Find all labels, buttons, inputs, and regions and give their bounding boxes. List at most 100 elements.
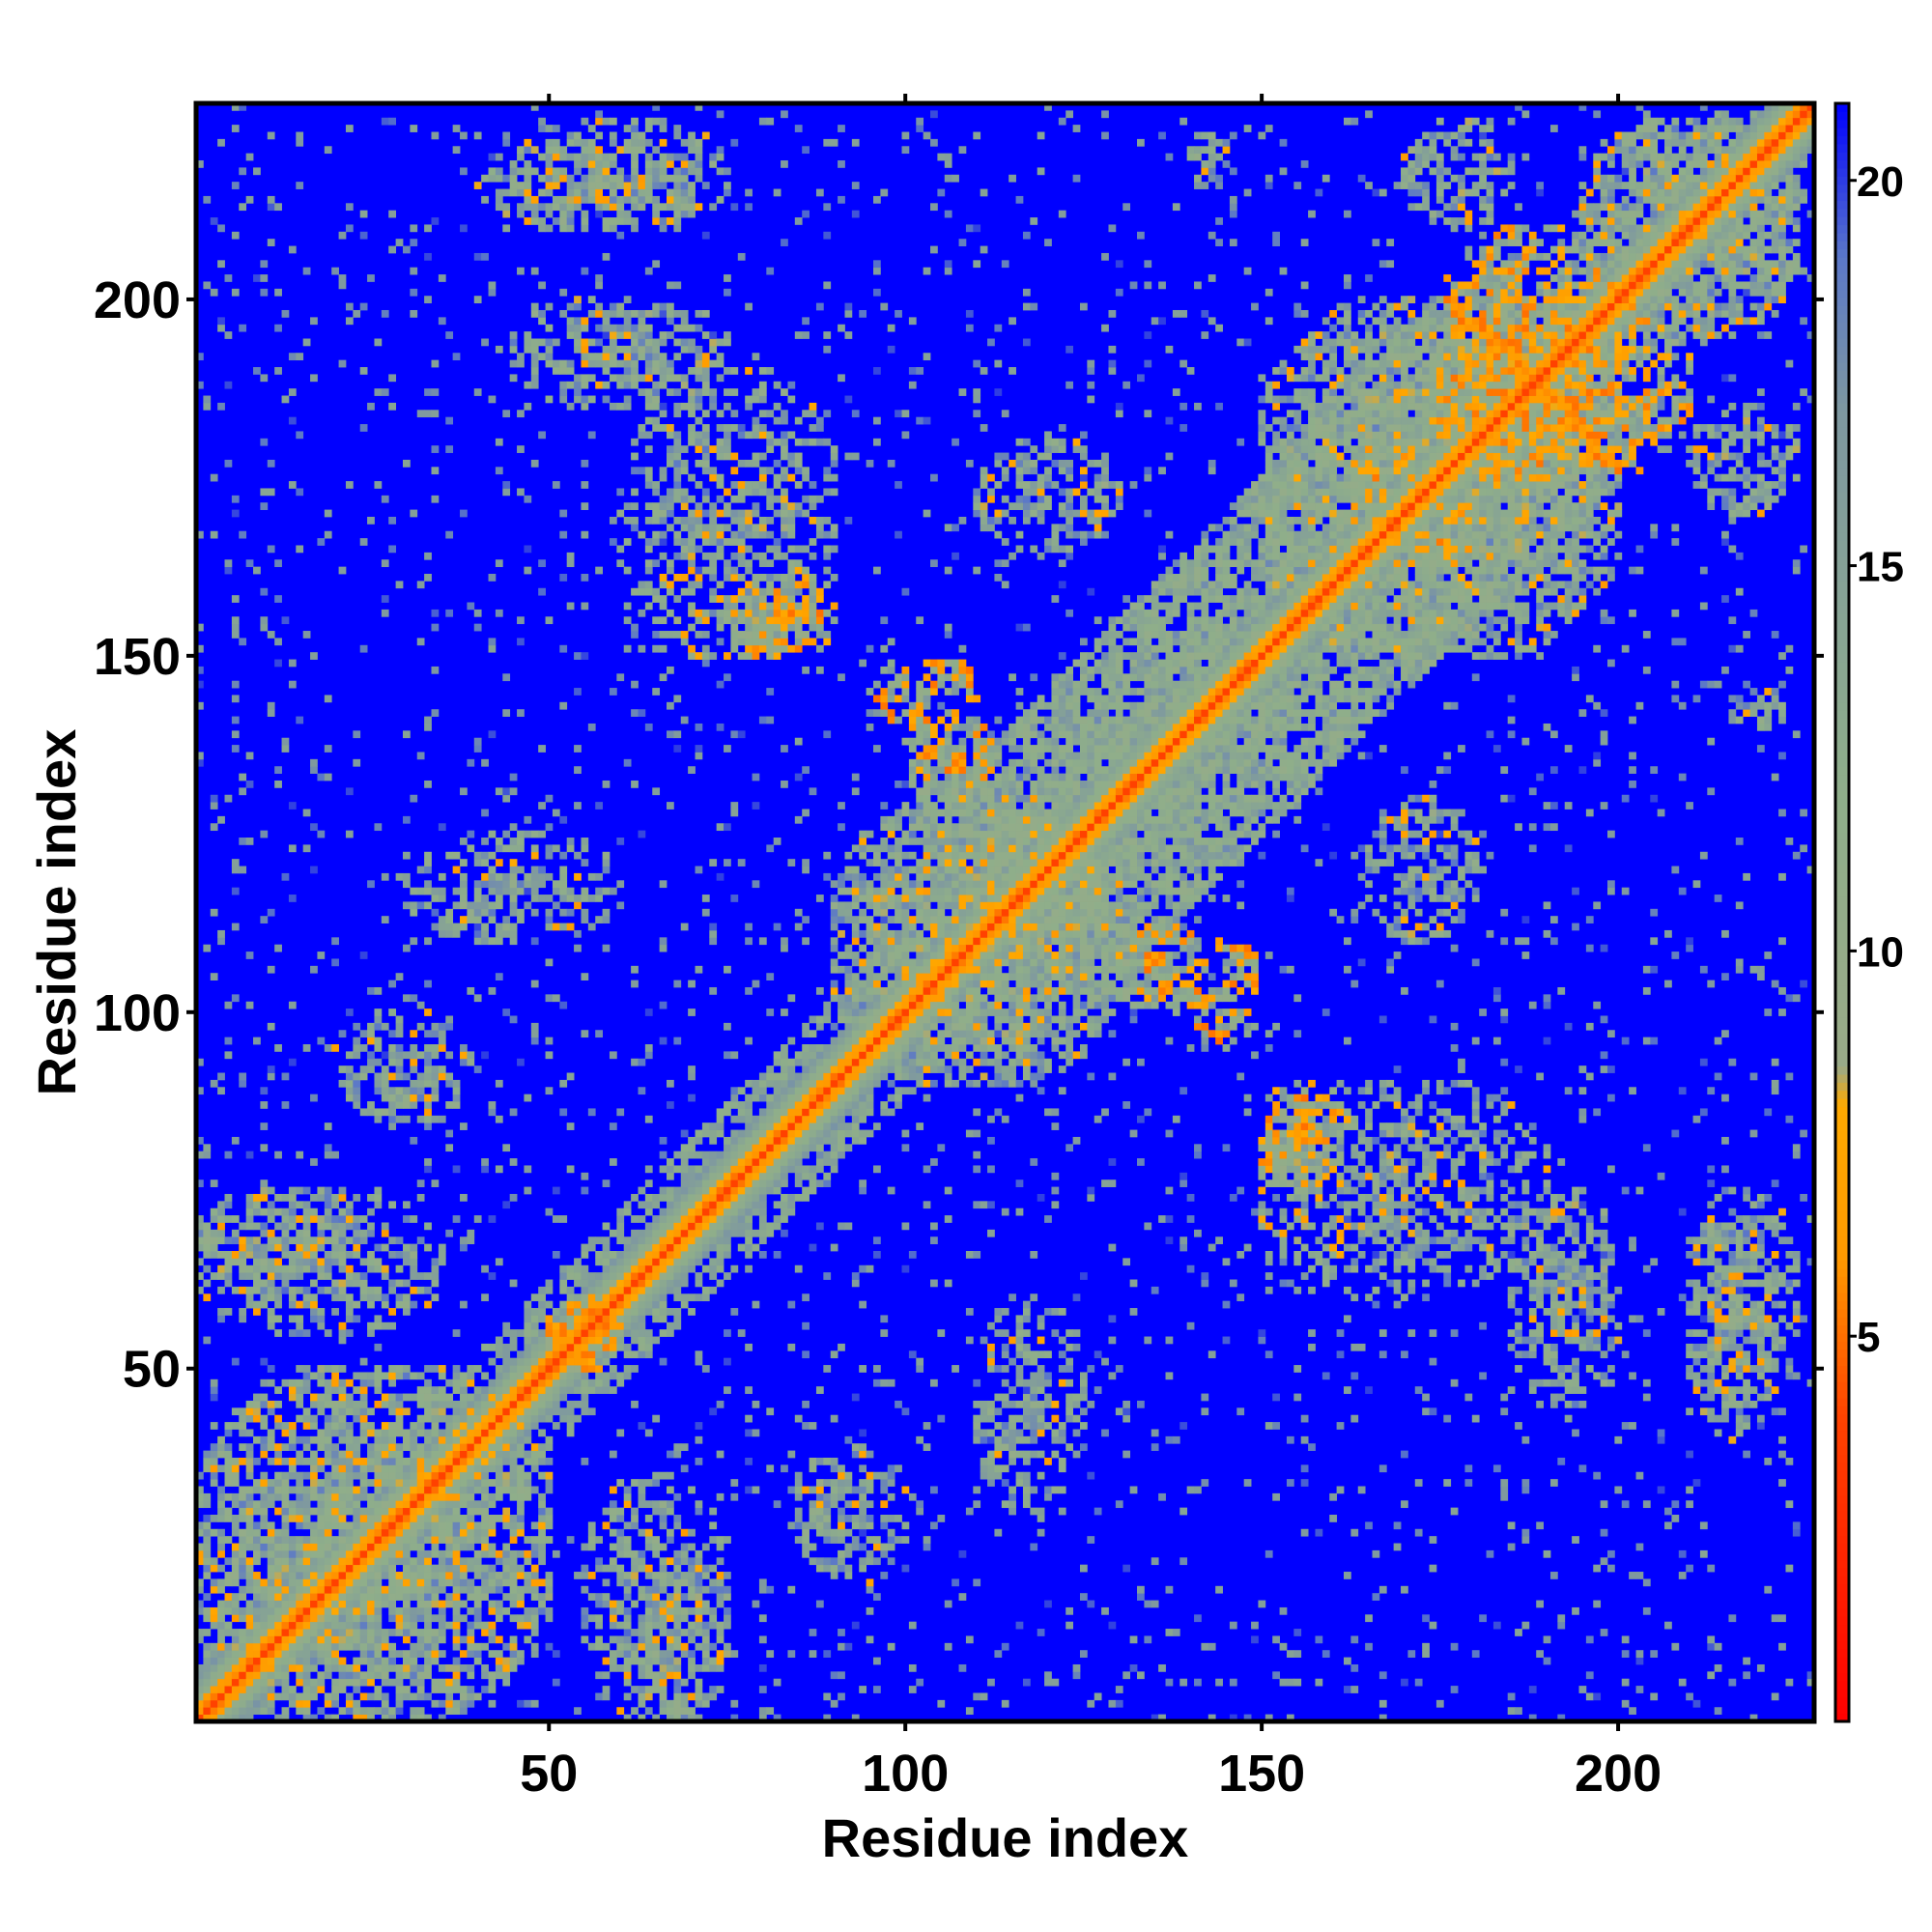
heatmap-cell [616, 673, 625, 682]
heatmap-cell [701, 631, 710, 639]
heatmap-cell [667, 1158, 674, 1166]
heatmap-cell [359, 1564, 368, 1573]
heatmap-cell [667, 1251, 674, 1259]
heatmap-cell [509, 1572, 518, 1579]
heatmap-cell [688, 1486, 696, 1494]
heatmap-cell [374, 1606, 383, 1615]
heatmap-cell [502, 887, 511, 895]
heatmap-cell [217, 324, 225, 332]
heatmap-cell [296, 1151, 304, 1159]
heatmap-cell [667, 1699, 674, 1708]
heatmap-cell [737, 1193, 746, 1202]
heatmap-cell [581, 1329, 589, 1337]
heatmap-cell [438, 1429, 446, 1437]
heatmap-cell [730, 1151, 739, 1159]
heatmap-cell [517, 1471, 525, 1480]
heatmap-cell [253, 1414, 261, 1423]
heatmap-cell [530, 1464, 539, 1473]
heatmap-cell [274, 766, 282, 775]
heatmap-cell [317, 1528, 326, 1537]
heatmap-cell [595, 1593, 603, 1601]
heatmap-cell [688, 1663, 696, 1672]
heatmap-cell [509, 929, 518, 938]
heatmap-cell [231, 1407, 240, 1416]
heatmap-cell [552, 1549, 560, 1558]
heatmap-cell [310, 1486, 318, 1494]
heatmap-cell [452, 1707, 461, 1716]
heatmap-cell [424, 1614, 432, 1623]
heatmap-cell [667, 1642, 674, 1651]
heatmap-cell [581, 1315, 589, 1323]
heatmap-cell [331, 1642, 339, 1651]
heatmap-cell [274, 1536, 282, 1544]
heatmap-cell [737, 1186, 746, 1195]
heatmap-cell [652, 1650, 661, 1658]
heatmap-cell [680, 1543, 689, 1551]
heatmap-cell [367, 1593, 375, 1601]
heatmap-cell [587, 309, 596, 318]
heatmap-cell [374, 1707, 383, 1716]
heatmap-cell [695, 1621, 703, 1630]
heatmap-cell [196, 1686, 204, 1693]
heatmap-cell [730, 1172, 739, 1180]
heatmap-cell [260, 1663, 269, 1672]
heatmap-cell [545, 1357, 554, 1366]
heatmap-cell [388, 210, 397, 218]
heatmap-cell [274, 1507, 282, 1516]
heatmap-cell [524, 815, 532, 824]
heatmap-cell [688, 1236, 696, 1245]
heatmap-cell [488, 1357, 497, 1366]
heatmap-cell [602, 1657, 611, 1665]
heatmap-cell [445, 1549, 454, 1558]
heatmap-cell [381, 1536, 389, 1544]
heatmap-cell [267, 1492, 275, 1501]
heatmap-cell [673, 1663, 682, 1672]
heatmap-cell [402, 1435, 411, 1444]
heatmap-cell [473, 1386, 482, 1394]
heatmap-cell [631, 780, 639, 788]
heatmap-cell [488, 1101, 497, 1109]
heatmap-cell [644, 581, 653, 589]
heatmap-cell [631, 438, 639, 446]
heatmap-cell [267, 1065, 275, 1073]
heatmap-cell [517, 1507, 525, 1516]
heatmap-cell [210, 1251, 218, 1259]
heatmap-cell [424, 1393, 432, 1402]
heatmap-cell [324, 1699, 332, 1708]
heatmap-cell [288, 1393, 297, 1402]
heatmap-cell [467, 1671, 475, 1680]
heatmap-cell [552, 195, 560, 204]
heatmap-cell [488, 851, 497, 860]
heatmap-cell [260, 1614, 269, 1623]
heatmap-cell [224, 459, 233, 468]
heatmap-cell [688, 1186, 696, 1195]
heatmap-cell [445, 908, 454, 917]
heatmap-cell [231, 887, 240, 895]
heatmap-cell [602, 1258, 611, 1266]
heatmap-cell [581, 1585, 589, 1594]
heatmap-cell [724, 602, 731, 611]
heatmap-cell [709, 1236, 718, 1245]
heatmap-cell [574, 1386, 582, 1394]
heatmap-cell [524, 381, 532, 389]
heatmap-cell [609, 331, 617, 339]
heatmap-cell [659, 509, 668, 518]
heatmap-cell [416, 1443, 425, 1451]
heatmap-cell [602, 1378, 611, 1387]
heatmap-cell [602, 1578, 611, 1587]
heatmap-cell [701, 1543, 710, 1551]
heatmap-cell [452, 1365, 461, 1373]
heatmap-cell [402, 944, 411, 952]
heatmap-cell [245, 1500, 254, 1509]
heatmap-cell [659, 410, 668, 418]
heatmap-cell [616, 1642, 625, 1651]
heatmap-cell [701, 1564, 710, 1573]
heatmap-cell [374, 1629, 383, 1636]
heatmap-cell [402, 1201, 411, 1209]
heatmap-cell [644, 1251, 653, 1259]
heatmap-cell [652, 1264, 661, 1273]
heatmap-cell [431, 1400, 440, 1408]
heatmap-cell [716, 1222, 724, 1231]
heatmap-cell [395, 1365, 404, 1373]
heatmap-cell [652, 1614, 661, 1623]
